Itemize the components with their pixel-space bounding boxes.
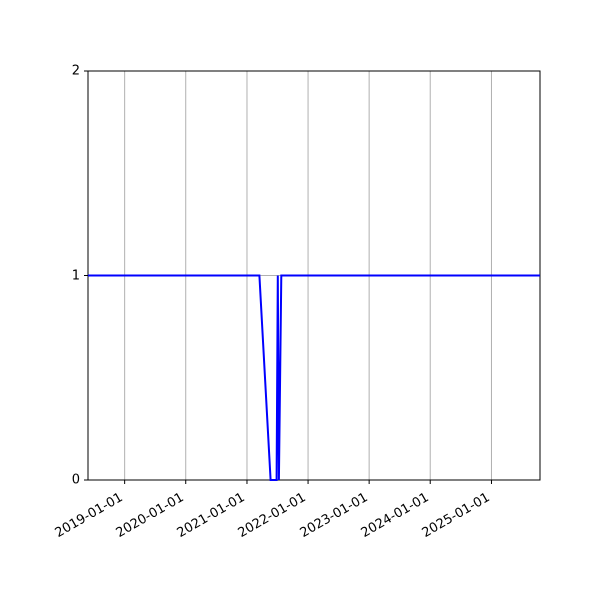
y-tick-label: 2 bbox=[71, 63, 80, 79]
y-tick-label: 1 bbox=[71, 268, 80, 283]
y-tick-label: 0 bbox=[71, 472, 80, 488]
tick-marks bbox=[84, 70, 492, 484]
data-line bbox=[88, 274, 540, 481]
